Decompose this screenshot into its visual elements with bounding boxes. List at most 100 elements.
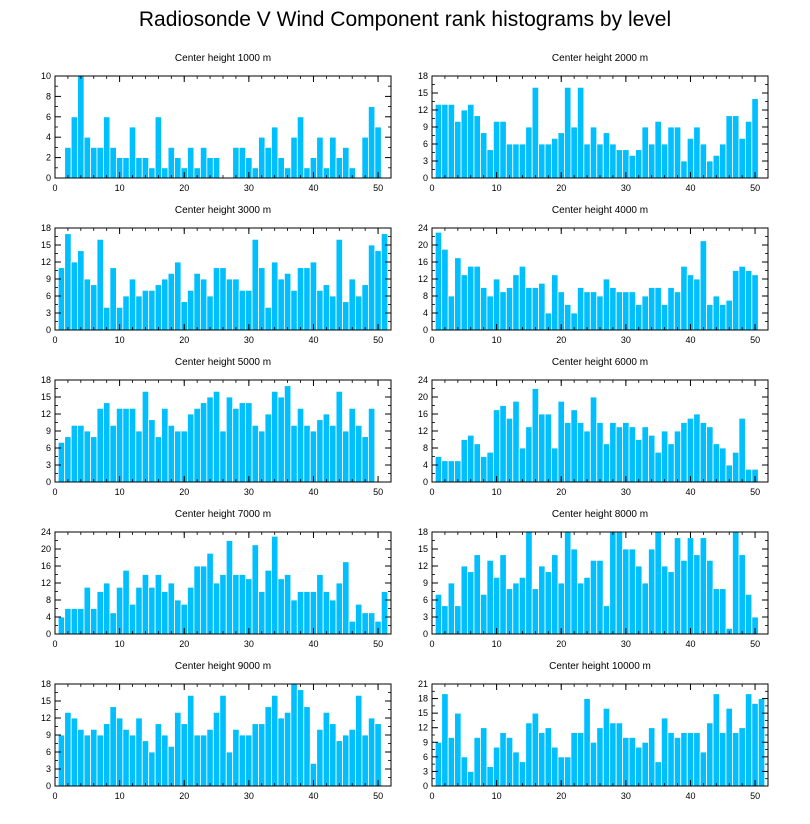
- histogram-bar: [148, 751, 156, 787]
- histogram-bar: [635, 149, 643, 179]
- x-tick-label: 10: [115, 487, 125, 497]
- histogram-bar: [316, 136, 324, 179]
- histogram-bar: [744, 120, 753, 179]
- histogram-bar: [70, 116, 79, 179]
- histogram-bar: [693, 278, 701, 331]
- histogram-bar: [512, 582, 520, 635]
- histogram-bar: [732, 115, 740, 179]
- x-tick-label: 50: [373, 791, 383, 801]
- histogram-bar: [706, 722, 714, 787]
- histogram-bar: [557, 132, 565, 179]
- y-tick-label: 24: [418, 375, 428, 385]
- histogram-bar: [660, 565, 669, 635]
- histogram-bar: [706, 160, 714, 179]
- histogram-panel: Center height 10000 m 0 10 20 30 40 50 0 3 6 9 12 15…: [418, 661, 769, 801]
- histogram-bar: [589, 291, 598, 331]
- histogram-bar: [525, 426, 533, 483]
- histogram-bar: [538, 143, 546, 179]
- histogram-bar: [238, 146, 247, 179]
- histogram-bar: [480, 593, 488, 635]
- x-tick-label: 0: [429, 335, 434, 345]
- histogram-bar: [96, 146, 104, 179]
- x-tick-label: 50: [750, 487, 760, 497]
- histogram-bar: [628, 291, 636, 331]
- histogram-bar: [499, 554, 507, 635]
- histogram-bar: [492, 278, 501, 331]
- y-tick-label: 9: [46, 274, 51, 284]
- histogram-bar: [564, 531, 572, 635]
- histogram-bar: [557, 400, 565, 483]
- histogram-bar: [148, 289, 156, 331]
- histogram-bar: [174, 599, 182, 635]
- histogram-bar: [342, 430, 350, 483]
- histogram-bar: [686, 274, 695, 331]
- histogram-bar: [434, 456, 443, 483]
- x-tick-label: 40: [685, 791, 695, 801]
- x-tick-label: 30: [244, 335, 254, 345]
- histogram-panel: Center height 9000 m 0 10 20 30 40 50 0 3 6 9 12 15 1…: [41, 661, 392, 801]
- histogram-bar: [271, 126, 279, 179]
- histogram-bar: [525, 722, 533, 787]
- histogram-bar: [206, 295, 214, 331]
- x-tick-label: 40: [308, 639, 318, 649]
- histogram-bar: [225, 751, 234, 787]
- histogram-bar: [212, 390, 221, 483]
- histogram-bar: [467, 434, 475, 483]
- y-tick-label: 18: [418, 694, 428, 704]
- histogram-bar: [505, 143, 514, 179]
- histogram-bar: [525, 287, 533, 331]
- histogram-bar: [83, 586, 91, 635]
- histogram-bar: [460, 274, 468, 331]
- histogram-bar: [64, 436, 72, 483]
- x-tick-label: 10: [492, 487, 502, 497]
- histogram-bar: [622, 548, 630, 635]
- x-tick-label: 10: [492, 639, 502, 649]
- histogram-bar: [473, 737, 481, 787]
- histogram-bar: [680, 559, 688, 635]
- y-tick-label: 3: [46, 460, 51, 470]
- x-tick-label: 20: [556, 639, 566, 649]
- histogram-bar: [615, 426, 624, 483]
- histogram-bar: [283, 272, 292, 331]
- histogram-bar: [602, 707, 611, 787]
- histogram-bar: [693, 554, 701, 635]
- histogram-bar: [738, 727, 746, 787]
- y-tick-label: 0: [46, 477, 51, 487]
- histogram-bar: [538, 732, 546, 787]
- histogram-bar: [128, 407, 137, 483]
- histogram-bar: [492, 409, 501, 483]
- histogram-bar: [589, 396, 598, 483]
- histogram-bar: [505, 737, 514, 787]
- y-tick-label: 0: [46, 325, 51, 335]
- histogram-bar: [219, 267, 227, 331]
- histogram-bar: [348, 407, 356, 483]
- histogram-bar: [296, 591, 305, 635]
- histogram-bar: [480, 287, 488, 331]
- histogram-bar: [544, 143, 552, 179]
- histogram-bar: [525, 531, 533, 635]
- histogram-bar: [486, 149, 494, 179]
- y-tick-label: 0: [423, 781, 428, 791]
- histogram-bar: [329, 424, 337, 483]
- histogram-bar: [374, 250, 382, 331]
- histogram-bar: [447, 460, 456, 483]
- histogram-bar: [719, 447, 727, 483]
- histogram-bar: [680, 160, 688, 179]
- histogram-bar: [589, 126, 598, 179]
- histogram-bar: [303, 167, 311, 179]
- histogram-bar: [596, 559, 604, 635]
- histogram-bar: [161, 734, 169, 787]
- histogram-bar: [544, 413, 552, 483]
- histogram-bar: [245, 578, 253, 635]
- histogram-panel: Center height 4000 m 0 10 20 30 40 50 0 4 8 12 16 20…: [418, 205, 769, 345]
- histogram-panel: Center height 6000 m 0 10 20 30 40 50 0 4 8 12 16 20…: [418, 357, 769, 497]
- histogram-bar: [473, 265, 481, 331]
- histogram-bar: [667, 443, 675, 483]
- histogram-bar: [596, 727, 604, 787]
- x-tick-label: 40: [685, 183, 695, 193]
- y-tick-label: 24: [41, 527, 51, 537]
- histogram-bar: [335, 157, 343, 179]
- panel-title: Center height 10000 m: [549, 661, 651, 672]
- histogram-bar: [103, 116, 111, 179]
- histogram-bar: [447, 737, 456, 787]
